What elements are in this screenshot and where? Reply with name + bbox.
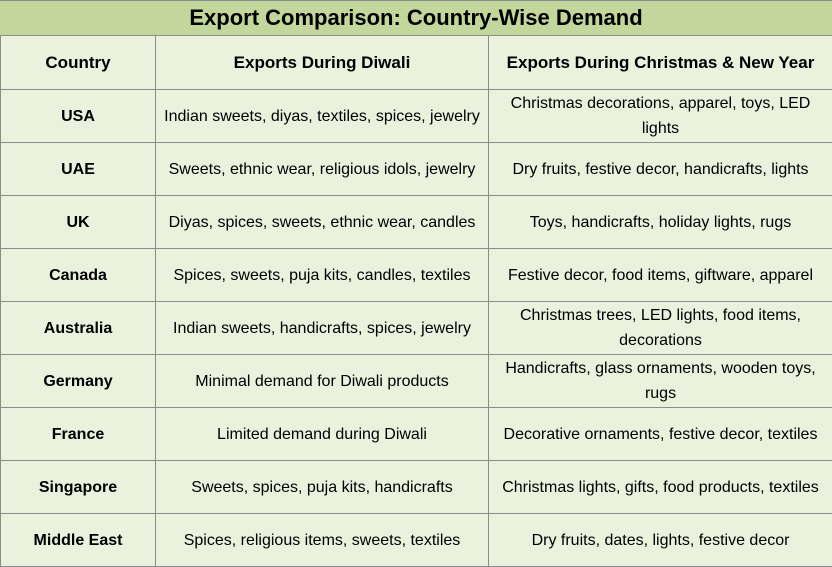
diwali-cell: Spices, sweets, puja kits, candles, text… <box>156 249 489 302</box>
christmas-cell: Festive decor, food items, giftware, app… <box>489 249 832 302</box>
country-cell: UK <box>1 196 156 249</box>
header-row: Country Exports During Diwali Exports Du… <box>1 36 832 90</box>
diwali-cell: Diyas, spices, sweets, ethnic wear, cand… <box>156 196 489 249</box>
christmas-cell: Christmas decorations, apparel, toys, LE… <box>489 90 832 143</box>
table-row: Germany Minimal demand for Diwali produc… <box>1 355 832 408</box>
diwali-cell: Minimal demand for Diwali products <box>156 355 489 408</box>
table-row: Singapore Sweets, spices, puja kits, han… <box>1 461 832 514</box>
diwali-cell: Indian sweets, handicrafts, spices, jewe… <box>156 302 489 355</box>
country-cell: UAE <box>1 143 156 196</box>
country-cell: Germany <box>1 355 156 408</box>
christmas-cell: Dry fruits, festive decor, handicrafts, … <box>489 143 832 196</box>
table-row: USA Indian sweets, diyas, textiles, spic… <box>1 90 832 143</box>
christmas-cell: Dry fruits, dates, lights, festive decor <box>489 514 832 567</box>
christmas-cell: Toys, handicrafts, holiday lights, rugs <box>489 196 832 249</box>
table-row: Australia Indian sweets, handicrafts, sp… <box>1 302 832 355</box>
diwali-cell: Sweets, ethnic wear, religious idols, je… <box>156 143 489 196</box>
table-row: Canada Spices, sweets, puja kits, candle… <box>1 249 832 302</box>
table-title: Export Comparison: Country-Wise Demand <box>0 0 832 36</box>
export-comparison-table: Country Exports During Diwali Exports Du… <box>0 36 832 567</box>
christmas-cell: Christmas lights, gifts, food products, … <box>489 461 832 514</box>
table-row: UAE Sweets, ethnic wear, religious idols… <box>1 143 832 196</box>
table-row: UK Diyas, spices, sweets, ethnic wear, c… <box>1 196 832 249</box>
country-cell: Australia <box>1 302 156 355</box>
diwali-cell: Sweets, spices, puja kits, handicrafts <box>156 461 489 514</box>
christmas-cell: Christmas trees, LED lights, food items,… <box>489 302 832 355</box>
header-diwali-exports: Exports During Diwali <box>156 36 489 90</box>
country-cell: Canada <box>1 249 156 302</box>
diwali-cell: Limited demand during Diwali <box>156 408 489 461</box>
country-cell: France <box>1 408 156 461</box>
country-cell: USA <box>1 90 156 143</box>
country-cell: Middle East <box>1 514 156 567</box>
header-country: Country <box>1 36 156 90</box>
table-row: France Limited demand during Diwali Deco… <box>1 408 832 461</box>
table-row: Middle East Spices, religious items, swe… <box>1 514 832 567</box>
christmas-cell: Decorative ornaments, festive decor, tex… <box>489 408 832 461</box>
header-christmas-exports: Exports During Christmas & New Year <box>489 36 832 90</box>
diwali-cell: Indian sweets, diyas, textiles, spices, … <box>156 90 489 143</box>
diwali-cell: Spices, religious items, sweets, textile… <box>156 514 489 567</box>
country-cell: Singapore <box>1 461 156 514</box>
christmas-cell: Handicrafts, glass ornaments, wooden toy… <box>489 355 832 408</box>
